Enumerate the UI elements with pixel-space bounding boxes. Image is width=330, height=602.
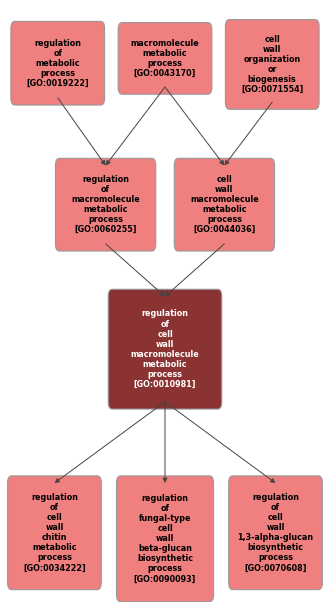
FancyBboxPatch shape xyxy=(225,19,319,110)
FancyBboxPatch shape xyxy=(8,476,101,590)
Text: regulation
of
cell
wall
1,3-alpha-glucan
biosynthetic
process
[GO:0070608]: regulation of cell wall 1,3-alpha-glucan… xyxy=(238,493,314,573)
Text: macromolecule
metabolic
process
[GO:0043170]: macromolecule metabolic process [GO:0043… xyxy=(131,39,199,78)
FancyBboxPatch shape xyxy=(229,476,322,590)
FancyBboxPatch shape xyxy=(55,158,156,251)
Text: regulation
of
metabolic
process
[GO:0019222]: regulation of metabolic process [GO:0019… xyxy=(26,39,89,88)
Text: regulation
of
cell
wall
chitin
metabolic
process
[GO:0034222]: regulation of cell wall chitin metabolic… xyxy=(23,493,86,573)
Text: cell
wall
organization
or
biogenesis
[GO:0071554]: cell wall organization or biogenesis [GO… xyxy=(241,35,304,94)
FancyBboxPatch shape xyxy=(174,158,275,251)
FancyBboxPatch shape xyxy=(108,290,222,409)
Text: regulation
of
fungal-type
cell
wall
beta-glucan
biosynthetic
process
[GO:0090093: regulation of fungal-type cell wall beta… xyxy=(134,494,196,583)
Text: regulation
of
macromolecule
metabolic
process
[GO:0060255]: regulation of macromolecule metabolic pr… xyxy=(71,175,140,234)
FancyBboxPatch shape xyxy=(118,22,212,94)
Text: cell
wall
macromolecule
metabolic
process
[GO:0044036]: cell wall macromolecule metabolic proces… xyxy=(190,175,259,234)
FancyBboxPatch shape xyxy=(11,21,105,105)
Text: regulation
of
cell
wall
macromolecule
metabolic
process
[GO:0010981]: regulation of cell wall macromolecule me… xyxy=(131,309,199,389)
FancyBboxPatch shape xyxy=(116,476,214,602)
